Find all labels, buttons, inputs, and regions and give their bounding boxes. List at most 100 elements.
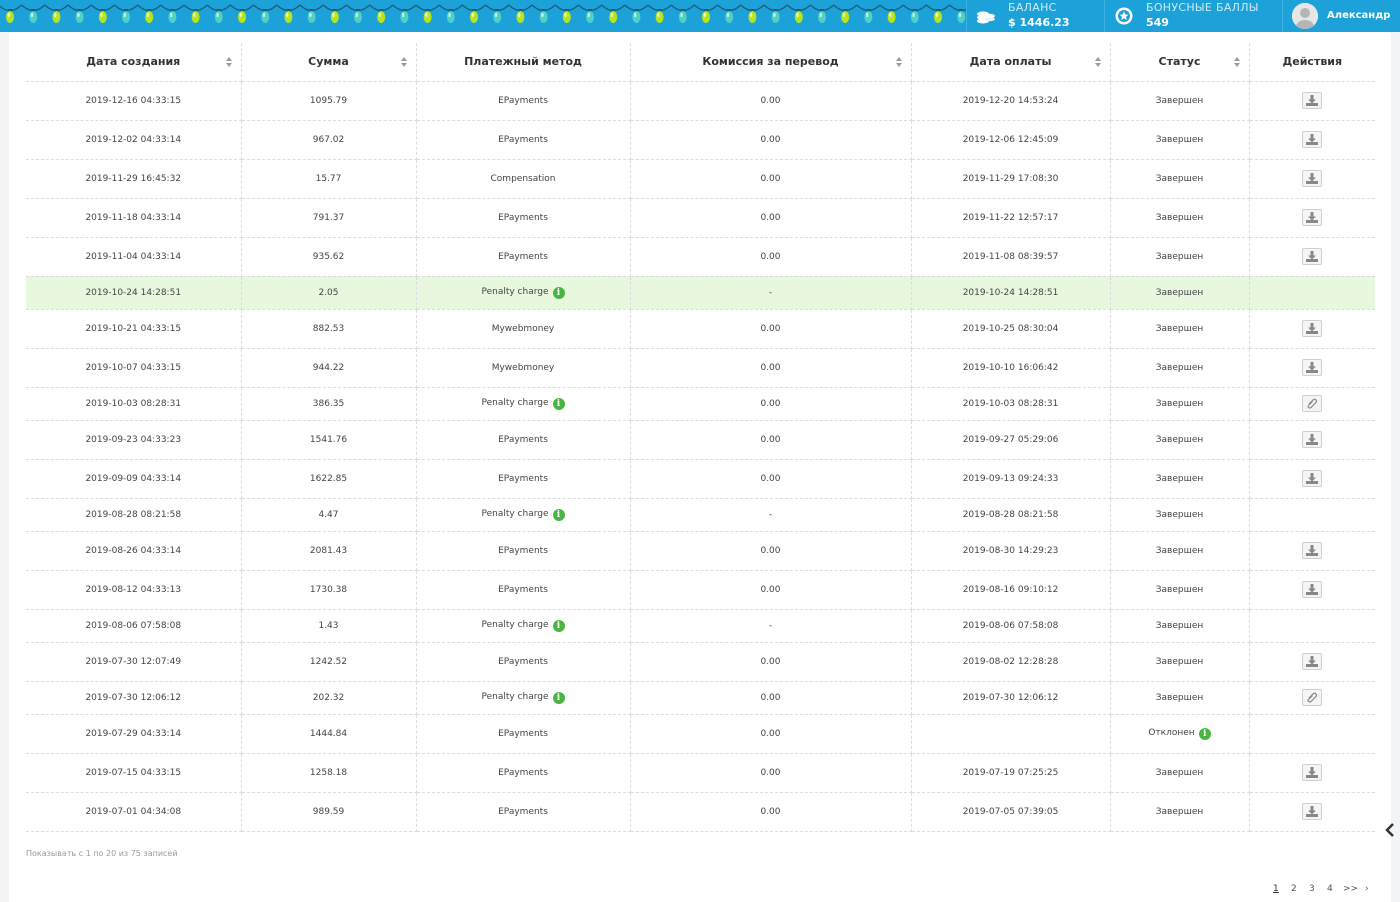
fee-text: 0.00 (760, 251, 781, 262)
table-row: 2019-10-03 08:28:31 386.35 Penalty charge i… (26, 387, 1375, 421)
sort-icon[interactable] (1233, 57, 1241, 67)
page-link-3[interactable]: 3 (1309, 884, 1315, 894)
fee-text: 0.00 (760, 473, 781, 484)
status-cell: Завершен (1110, 420, 1250, 460)
created-date-cell: 2019-11-29 16:45:32 (26, 159, 242, 199)
actions-cell (1249, 681, 1375, 715)
paid-date-cell: 2019-07-05 07:39:05 (911, 792, 1111, 832)
amount-cell: 202.32 (241, 681, 417, 715)
amount-text: 791.37 (312, 212, 345, 223)
status-text: Отклонен (1148, 727, 1195, 738)
fee-cell: 0.00 (630, 120, 912, 160)
sort-icon[interactable] (400, 57, 408, 67)
table-row: 2019-07-30 12:06:12 202.32 Penalty charge i… (26, 681, 1375, 715)
info-icon[interactable]: i (1198, 727, 1211, 740)
records-summary: Показывать с 1 по 20 из 75 записей (26, 849, 178, 858)
table-row: 2019-11-04 04:33:14 935.62 EPayments 0.00 20… (26, 237, 1375, 277)
column-header[interactable]: Комиссия за перевод (630, 43, 912, 82)
column-header-label: Действия (1282, 55, 1343, 69)
info-icon[interactable]: i (552, 397, 565, 410)
download-button[interactable] (1302, 209, 1323, 226)
status-cell: Завершен (1110, 459, 1250, 499)
fee-cell: 0.00 (630, 348, 912, 388)
download-button[interactable] (1302, 653, 1323, 670)
download-button[interactable] (1302, 92, 1323, 109)
column-header-label: Платежный метод (464, 55, 582, 69)
paid-date-text: 2019-10-03 08:28:31 (962, 398, 1059, 409)
table-body: 2019-12-16 04:33:15 1095.79 EPayments 0.00 2… (26, 81, 1375, 832)
table-row: 2019-07-29 04:33:14 1444.84 EPayments 0.00 О… (26, 714, 1375, 754)
paid-date-text: 2019-07-19 07:25:25 (962, 767, 1059, 778)
status-cell: Завершен (1110, 276, 1250, 310)
info-icon[interactable]: i (552, 619, 565, 632)
column-header[interactable]: Дата создания (26, 43, 242, 82)
fee-cell: 0.00 (630, 459, 912, 499)
balance-widget[interactable]: БАЛАНС $ 1446.23 (970, 0, 1102, 32)
column-header-label: Комиссия за перевод (702, 55, 839, 69)
status-cell: Завершен (1110, 681, 1250, 715)
download-button[interactable] (1302, 248, 1323, 265)
paid-date-text: 2019-07-05 07:39:05 (962, 806, 1059, 817)
fee-cell: 0.00 (630, 681, 912, 715)
paid-date-text: 2019-08-28 08:21:58 (962, 509, 1059, 520)
amount-text: 1.43 (318, 620, 339, 631)
paid-date-text: 2019-10-24 14:28:51 (962, 287, 1059, 298)
download-button[interactable] (1302, 320, 1323, 337)
column-header[interactable]: Сумма (241, 43, 417, 82)
sort-icon[interactable] (895, 57, 903, 67)
paid-date-cell: 2019-10-24 14:28:51 (911, 276, 1111, 310)
download-button[interactable] (1302, 470, 1323, 487)
column-header[interactable]: Дата оплаты (911, 43, 1111, 82)
status-text: Завершен (1155, 287, 1204, 298)
attachment-button[interactable] (1302, 395, 1323, 412)
download-button[interactable] (1302, 581, 1323, 598)
fee-cell: - (630, 609, 912, 643)
fee-text: 0.00 (760, 434, 781, 445)
sort-icon[interactable] (225, 57, 233, 67)
paid-date-text: 2019-08-02 12:28:28 (962, 656, 1059, 667)
info-icon[interactable]: i (552, 508, 565, 521)
chevron-left-icon[interactable] (1384, 822, 1396, 838)
balance-label: БАЛАНС (1008, 1, 1057, 14)
payment-method-text: EPayments (498, 656, 548, 667)
created-date-text: 2019-12-02 04:33:14 (85, 134, 182, 145)
actions-cell (1249, 714, 1375, 754)
download-button[interactable] (1302, 131, 1323, 148)
last-page-button[interactable]: › (1365, 884, 1369, 894)
fee-text: 0.00 (760, 95, 781, 106)
user-menu[interactable]: Александр (1283, 0, 1400, 32)
page-link-2[interactable]: 2 (1291, 884, 1297, 894)
info-icon[interactable]: i (552, 286, 565, 299)
status-text: Завершен (1155, 767, 1204, 778)
download-button[interactable] (1302, 170, 1323, 187)
table-row: 2019-08-06 07:58:08 1.43 Penalty charge i - 2… (26, 609, 1375, 643)
next-pages-button[interactable]: >> (1343, 884, 1359, 894)
created-date-text: 2019-10-03 08:28:31 (85, 398, 182, 409)
fee-cell: 0.00 (630, 198, 912, 238)
payment-method-cell: EPayments (416, 120, 631, 160)
fee-text: - (768, 287, 773, 298)
info-icon[interactable]: i (552, 691, 565, 704)
download-button[interactable] (1302, 764, 1323, 781)
payment-method-cell: Penalty charge i (416, 609, 631, 643)
page-link-1[interactable]: 1 (1273, 884, 1279, 894)
created-date-cell: 2019-10-03 08:28:31 (26, 387, 242, 421)
bonus-points-widget[interactable]: БОНУСНЫЕ БАЛЛЫ 549 (1108, 0, 1278, 32)
page-link-4[interactable]: 4 (1327, 884, 1333, 894)
download-button[interactable] (1302, 803, 1323, 820)
fee-cell: 0.00 (630, 753, 912, 793)
paid-date-cell: 2019-11-08 08:39:57 (911, 237, 1111, 277)
attachment-button[interactable] (1302, 689, 1323, 706)
payment-method-text: Penalty charge (481, 619, 549, 630)
fee-cell: 0.00 (630, 570, 912, 610)
download-button[interactable] (1302, 431, 1323, 448)
download-button[interactable] (1302, 359, 1323, 376)
payment-method-cell: EPayments (416, 753, 631, 793)
sort-icon[interactable] (1094, 57, 1102, 67)
created-date-cell: 2019-12-16 04:33:15 (26, 81, 242, 121)
payment-method-text: EPayments (498, 473, 548, 484)
created-date-cell: 2019-10-07 04:33:15 (26, 348, 242, 388)
column-header[interactable]: Статус (1110, 43, 1250, 82)
amount-text: 935.62 (312, 251, 345, 262)
download-button[interactable] (1302, 542, 1323, 559)
